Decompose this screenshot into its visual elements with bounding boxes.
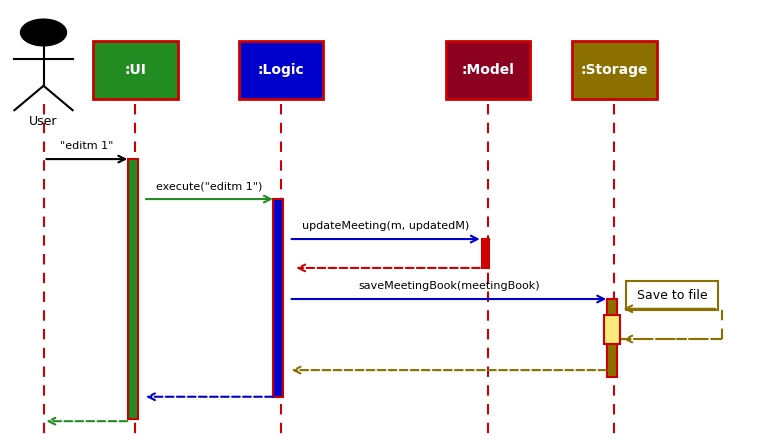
Bar xyxy=(239,42,323,99)
Bar xyxy=(607,299,617,377)
Bar xyxy=(273,199,283,397)
Bar xyxy=(482,239,489,268)
Text: :Storage: :Storage xyxy=(581,63,648,77)
Bar xyxy=(572,42,657,99)
Text: saveMeetingBook(meetingBook): saveMeetingBook(meetingBook) xyxy=(358,281,540,291)
Text: "editm 1": "editm 1" xyxy=(60,141,114,151)
Text: :Logic: :Logic xyxy=(258,63,305,77)
Text: User: User xyxy=(29,115,58,128)
Bar xyxy=(128,159,138,419)
Text: :Model: :Model xyxy=(461,63,514,77)
Text: updateMeeting(m, updatedM): updateMeeting(m, updatedM) xyxy=(302,221,469,231)
Text: Save to file: Save to file xyxy=(637,289,707,302)
Text: :UI: :UI xyxy=(125,63,146,77)
Text: execute("editm 1"): execute("editm 1") xyxy=(156,181,262,191)
Bar xyxy=(626,281,717,310)
Bar xyxy=(446,42,530,99)
Bar xyxy=(93,42,178,99)
Circle shape xyxy=(21,19,66,46)
Bar xyxy=(604,315,621,344)
